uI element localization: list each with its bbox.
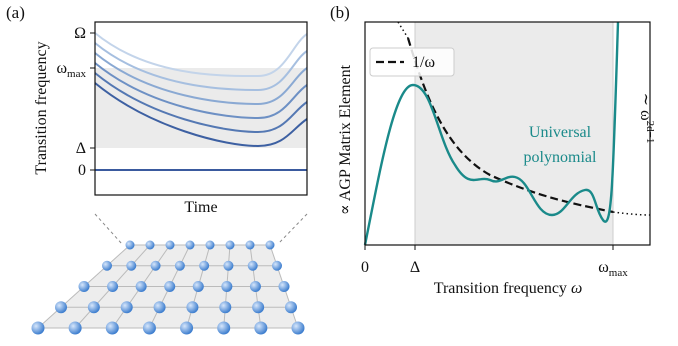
y-axis-label: ∝ AGP Matrix Element [337, 64, 354, 215]
atom [102, 260, 112, 271]
atom [68, 321, 82, 335]
atom [185, 240, 195, 250]
atom [125, 240, 135, 250]
atom [186, 301, 199, 314]
atom [285, 301, 297, 314]
frequency-curve [94, 52, 308, 106]
inverse-curve-dotted [397, 21, 409, 39]
atom [217, 321, 231, 335]
y-axis-label: Transition frequency [33, 41, 50, 174]
atom [142, 321, 156, 335]
atom [145, 240, 155, 250]
y-tick-label: 0 [78, 162, 86, 179]
atom [272, 260, 282, 271]
annotation: polynomial [524, 149, 597, 166]
atom [126, 260, 137, 271]
zoom-line [277, 213, 308, 245]
legend-label: 1/ω [412, 54, 435, 71]
x-axis-label: Transition frequency ω [434, 280, 582, 297]
frequency-curve [94, 72, 308, 134]
inverse-curve [406, 37, 614, 214]
frequency-curve [94, 42, 308, 92]
annotation: Universal [529, 124, 592, 141]
axes-frame [364, 21, 651, 246]
atom [105, 321, 119, 335]
atom [265, 240, 275, 250]
atom [221, 281, 233, 292]
y-ticks [90, 32, 95, 171]
atom [245, 240, 255, 250]
scaling-label: ∼ ω2d−1 [637, 93, 656, 144]
atom [192, 281, 204, 292]
frequency-curve [94, 82, 308, 148]
atom [55, 301, 67, 314]
atom [164, 281, 176, 292]
atom [78, 281, 90, 292]
x-axis-label: Time [184, 199, 217, 216]
axes-frame [94, 21, 308, 196]
atom [254, 321, 268, 335]
atom [225, 240, 235, 250]
atom [174, 260, 185, 271]
atom [278, 281, 290, 292]
polynomial-curve [363, 21, 620, 246]
x-tick-label: ωmax [598, 259, 628, 279]
zoom-line [94, 213, 123, 245]
x-tick-label: Δ [410, 259, 420, 276]
x-ticks [364, 245, 614, 250]
atom [291, 321, 305, 335]
atom [199, 260, 210, 271]
atom [180, 321, 194, 335]
atom [205, 240, 215, 250]
y-tick-label: ωmax [57, 60, 87, 80]
inverse-curve-dotted [612, 211, 651, 216]
lattice [31, 240, 305, 335]
panel-label: (a) [6, 3, 25, 22]
atom [135, 281, 147, 292]
atom [153, 301, 166, 314]
frequency-curve [94, 32, 308, 78]
atom [223, 260, 234, 271]
y-tick-label: Ω [74, 25, 86, 42]
atom [31, 321, 45, 335]
atom [219, 301, 232, 314]
atom [247, 260, 258, 271]
y-tick-label: Δ [76, 140, 86, 157]
frequency-curves [94, 32, 308, 148]
legend [369, 47, 455, 77]
frequency-curve [94, 62, 308, 120]
atom [252, 301, 265, 314]
atom [165, 240, 175, 250]
x-tick-label: 0 [361, 259, 369, 276]
atom [150, 260, 161, 271]
atom [120, 301, 133, 314]
atom [87, 301, 100, 314]
atom [249, 281, 261, 292]
atom [107, 281, 119, 292]
panel-label: (b) [330, 3, 350, 22]
